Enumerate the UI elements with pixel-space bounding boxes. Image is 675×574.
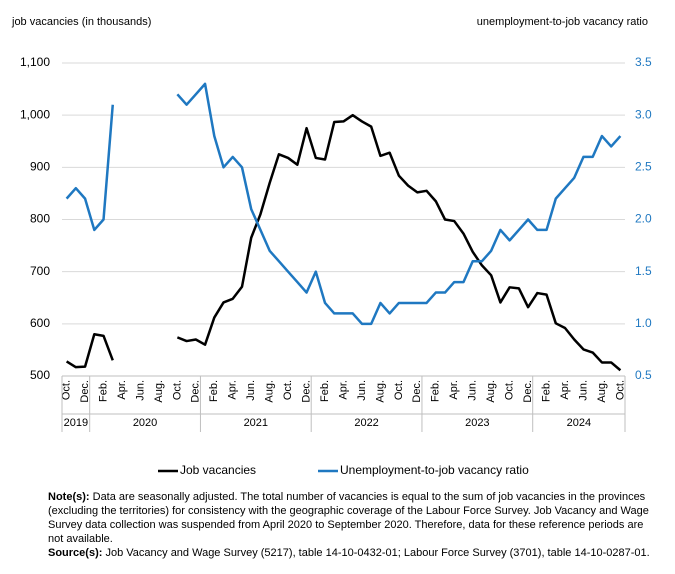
x-tick-label: Apr. bbox=[116, 380, 128, 400]
y-tick-label: 600 bbox=[30, 316, 50, 330]
note-text: Data are seasonally adjusted. The total … bbox=[48, 491, 649, 545]
y-tick-label: 1,000 bbox=[20, 107, 50, 121]
y-tick-label: 700 bbox=[30, 264, 50, 278]
x-tick-label: Jun. bbox=[577, 380, 589, 401]
x-tick-label: Aug. bbox=[374, 380, 386, 403]
x-tick-label: Dec. bbox=[190, 380, 202, 403]
x-tick-label: Aug. bbox=[485, 380, 497, 403]
year-label: 2023 bbox=[465, 417, 489, 429]
y2-tick-label: 1.5 bbox=[635, 264, 652, 278]
source-label: Source(s): bbox=[48, 547, 103, 559]
x-tick-label: Jun. bbox=[467, 380, 479, 401]
year-label: 2020 bbox=[133, 417, 157, 429]
year-label: 2019 bbox=[64, 417, 88, 429]
source: Source(s): Job Vacancy and Wage Survey (… bbox=[48, 546, 658, 560]
x-tick-label: Dec. bbox=[411, 380, 423, 403]
x-tick-label: Feb. bbox=[208, 380, 220, 402]
x-tick-label: Aug. bbox=[153, 380, 165, 403]
y2-tick-label: 3.5 bbox=[635, 55, 652, 69]
year-label: 2022 bbox=[354, 417, 378, 429]
y2-tick-label: 3.0 bbox=[635, 107, 652, 121]
x-tick-label: Jun. bbox=[245, 380, 257, 401]
x-tick-label: Oct. bbox=[614, 380, 626, 400]
notes: Note(s): Data are seasonally adjusted. T… bbox=[48, 490, 658, 560]
y-tick-label: 500 bbox=[30, 368, 50, 382]
x-tick-label: Apr. bbox=[448, 380, 460, 400]
x-tick-label: Dec. bbox=[300, 380, 312, 403]
x-tick-label: Feb. bbox=[430, 380, 442, 402]
note: Note(s): Data are seasonally adjusted. T… bbox=[48, 490, 658, 546]
y2-axis-title: unemployment-to-job vacancy ratio bbox=[477, 16, 648, 28]
y-axis-title: job vacancies (in thousands) bbox=[11, 16, 151, 28]
series-line bbox=[65, 113, 622, 372]
x-tick-label: Apr. bbox=[559, 380, 571, 400]
y-tick-label: 1,100 bbox=[20, 55, 50, 69]
x-tick-label: Oct. bbox=[282, 380, 294, 400]
x-tick-label: Aug. bbox=[596, 380, 608, 403]
year-label: 2021 bbox=[244, 417, 268, 429]
legend-label: Unemployment-to-job vacancy ratio bbox=[340, 463, 529, 477]
source-text: Job Vacancy and Wage Survey (5217), tabl… bbox=[105, 547, 650, 559]
x-tick-label: Jun. bbox=[356, 380, 368, 401]
x-tick-label: Oct. bbox=[393, 380, 405, 400]
y2-tick-label: 1.0 bbox=[635, 316, 652, 330]
x-tick-label: Dec. bbox=[79, 380, 91, 403]
note-label: Note(s): bbox=[48, 491, 90, 503]
x-tick-label: Aug. bbox=[264, 380, 276, 403]
legend-label: Job vacancies bbox=[180, 463, 256, 477]
x-tick-label: Apr. bbox=[227, 380, 239, 400]
chart: job vacancies (in thousands) unemploymen… bbox=[11, 16, 652, 477]
x-tick-label: Oct. bbox=[171, 380, 183, 400]
series-line bbox=[65, 82, 622, 326]
year-label: 2024 bbox=[567, 417, 591, 429]
x-tick-label: Jun. bbox=[134, 380, 146, 401]
y2-tick-label: 0.5 bbox=[635, 368, 652, 382]
x-tick-label: Feb. bbox=[97, 380, 109, 402]
x-tick-label: Apr. bbox=[337, 380, 349, 400]
x-tick-label: Oct. bbox=[504, 380, 516, 400]
y2-tick-label: 2.5 bbox=[635, 160, 652, 174]
y-tick-label: 900 bbox=[30, 160, 50, 174]
x-tick-label: Feb. bbox=[540, 380, 552, 402]
x-tick-label: Oct. bbox=[61, 380, 73, 400]
y2-tick-label: 2.0 bbox=[635, 212, 652, 226]
x-tick-label: Dec. bbox=[522, 380, 534, 403]
y-tick-label: 800 bbox=[30, 212, 50, 226]
x-tick-label: Feb. bbox=[319, 380, 331, 402]
